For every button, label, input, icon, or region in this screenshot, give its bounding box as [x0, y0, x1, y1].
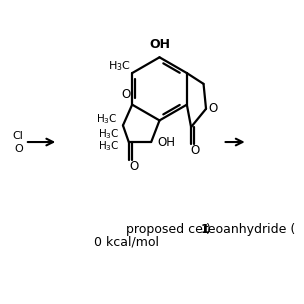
Text: O: O [14, 144, 23, 154]
Text: H$_3$C: H$_3$C [108, 60, 130, 73]
Text: O: O [208, 102, 217, 115]
Text: H$_3$C: H$_3$C [98, 139, 119, 153]
Text: OH: OH [157, 136, 175, 149]
Text: O: O [191, 144, 200, 157]
Text: O: O [121, 88, 130, 101]
Text: OH: OH [149, 37, 170, 50]
Text: H$_3$C: H$_3$C [95, 112, 117, 126]
Text: proposed cereoanhydride (: proposed cereoanhydride ( [126, 223, 295, 236]
Text: 1: 1 [200, 223, 209, 236]
Text: Cl: Cl [13, 131, 24, 141]
Text: 0 kcal/mol: 0 kcal/mol [94, 235, 159, 248]
Text: O: O [129, 161, 138, 174]
Text: ): ) [206, 223, 211, 236]
Text: H$_3$C: H$_3$C [98, 127, 119, 141]
